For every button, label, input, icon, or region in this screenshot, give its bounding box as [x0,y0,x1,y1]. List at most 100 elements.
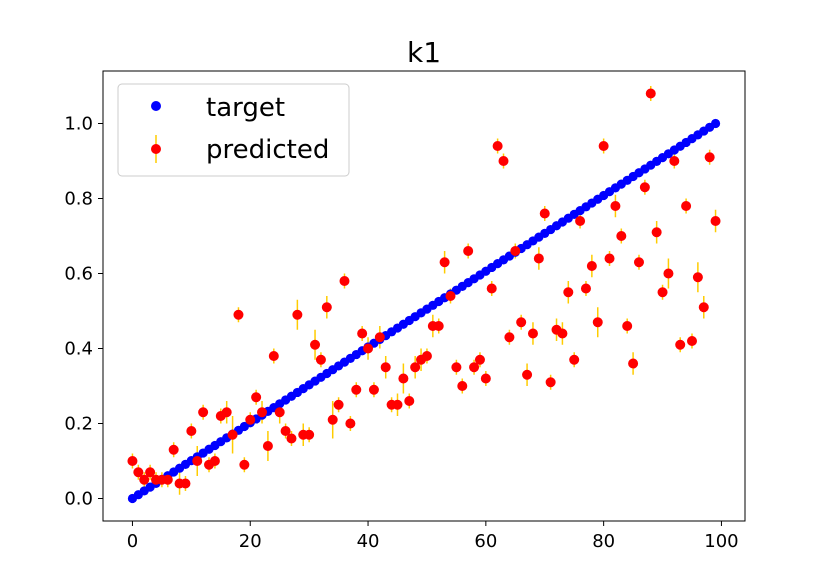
predicted-point [569,354,580,365]
predicted-point [510,246,521,256]
predicted-point [539,208,550,219]
predicted-series [127,88,721,489]
predicted-point [315,354,326,365]
predicted-point [192,456,203,466]
legend-predicted-marker [151,144,161,154]
predicted-point [545,377,556,388]
predicted-point [474,354,485,365]
predicted-point [480,373,491,384]
predicted-point [221,407,232,418]
predicted-point [663,268,674,279]
predicted-point [633,257,644,268]
predicted-point [274,407,285,418]
predicted-point [486,283,497,294]
predicted-point [327,414,338,425]
predicted-point [704,152,715,163]
predicted-point [686,336,697,346]
predicted-point [180,478,191,489]
predicted-point [262,441,273,451]
predicted-point [527,328,538,339]
predicted-point [592,317,603,328]
x-tick-label: 100 [704,531,738,552]
predicted-point [251,392,262,403]
predicted-point [622,321,633,331]
predicted-point [445,291,456,301]
predicted-point [280,426,291,436]
predicted-point [463,246,474,256]
y-tick-label: 1.0 [64,114,93,135]
predicted-point [533,253,544,264]
chart-title: k1 [407,36,441,69]
predicted-point [410,362,421,373]
y-tick-label: 0.6 [64,264,93,285]
legend-target-label: target [206,93,285,123]
predicted-point [504,332,515,343]
predicted-point [380,362,391,373]
predicted-point [186,426,197,436]
predicted-point [469,362,480,373]
predicted-point [133,467,144,478]
predicted-point [239,459,250,470]
predicted-point [575,216,586,226]
predicted-point [351,384,362,395]
predicted-point [286,433,297,444]
predicted-point [645,88,656,99]
predicted-point [209,456,220,466]
predicted-point [374,332,385,343]
legend: target predicted [117,83,350,177]
predicted-point [451,362,462,373]
y-tick-label: 0.4 [64,339,93,360]
y-axis: 0.0 0.2 0.4 0.6 0.8 1.0 [64,114,103,510]
target-series [127,118,721,504]
predicted-point [492,141,503,151]
predicted-point [586,261,597,271]
predicted-point [610,201,621,211]
predicted-point [439,257,450,268]
predicted-point [233,309,244,320]
predicted-point [710,216,721,226]
y-tick-label: 0.2 [64,414,93,435]
plot-frame [102,70,746,522]
predicted-point [669,156,680,166]
x-axis: 0 20 40 60 80 100 [127,521,739,552]
target-point [710,118,721,129]
predicted-point [433,321,444,331]
predicted-point [698,302,709,313]
predicted-point [522,369,533,380]
predicted-point [363,343,374,354]
predicted-point [681,201,692,211]
predicted-point [563,287,574,298]
predicted-point [398,373,409,384]
predicted-point [304,429,315,440]
predicted-point [333,399,344,410]
predicted-point [268,351,279,361]
predicted-point [145,467,156,478]
predicted-point [357,328,368,339]
predicted-point [345,418,356,429]
predicted-point [675,339,686,350]
x-tick-label: 60 [474,531,497,552]
predicted-point [692,272,703,283]
predicted-point [339,276,350,286]
predicted-point [198,407,209,418]
x-tick-label: 0 [127,531,138,552]
predicted-point [292,309,303,320]
predicted-point [162,474,173,485]
predicted-point [498,156,509,166]
legend-predicted-label: predicted [206,135,329,165]
predicted-point [127,456,138,466]
y-tick-label: 0.8 [64,189,93,210]
predicted-point [628,358,639,369]
predicted-point [457,381,468,391]
predicted-point [616,231,627,241]
x-tick-label: 20 [239,531,262,552]
y-tick-label: 0.0 [64,489,93,510]
x-tick-label: 40 [357,531,380,552]
predicted-point [557,328,568,339]
predicted-point [245,414,256,425]
predicted-point [598,141,609,151]
predicted-point [392,399,403,410]
predicted-point [516,317,527,328]
x-tick-label: 80 [592,531,615,552]
